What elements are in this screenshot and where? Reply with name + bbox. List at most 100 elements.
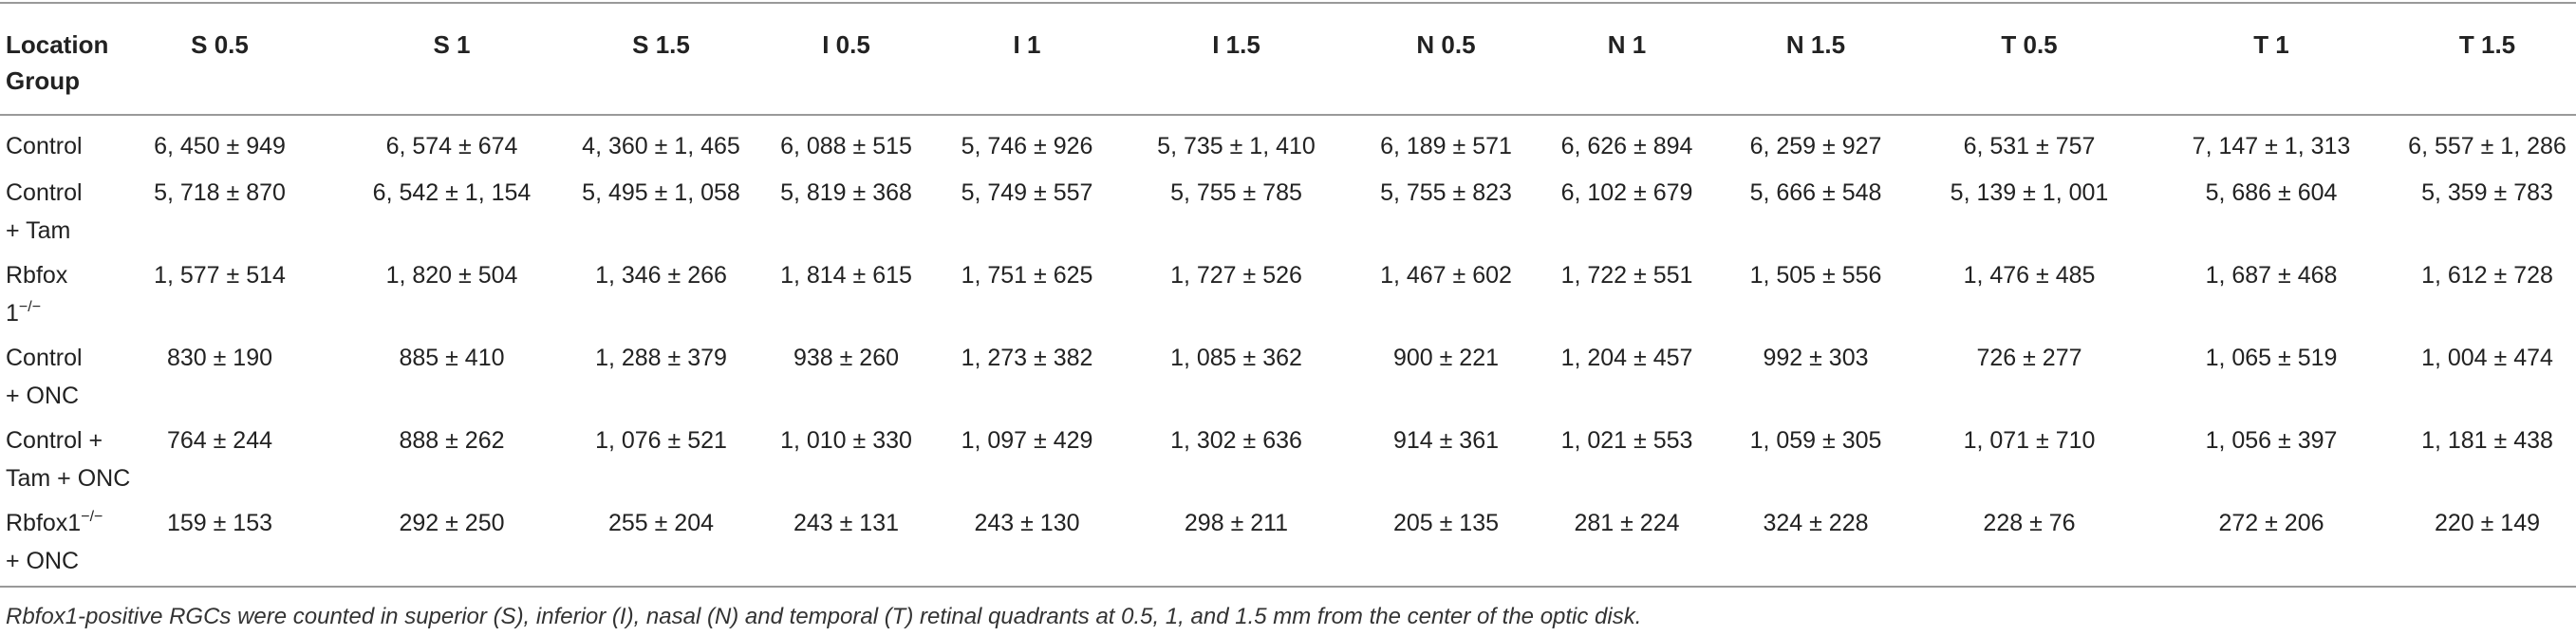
cell-value: 1, 010 ± 330 <box>780 427 912 454</box>
row-label: Control + ONC <box>0 339 103 421</box>
label-line: + ONC <box>6 542 101 580</box>
cell-value: 5, 139 ± 1, 001 <box>1950 179 2109 206</box>
cell-value: 726 ± 277 <box>1976 345 2082 371</box>
cell-value: 992 ± 303 <box>1763 345 1869 371</box>
cell-value: 1, 727 ± 526 <box>1170 262 1302 289</box>
cell-value: 1, 687 ± 468 <box>2205 262 2338 289</box>
label-line: Rbfox <box>6 256 101 294</box>
column-header: T 1 <box>2253 30 2289 59</box>
cell-value: 830 ± 190 <box>166 345 273 371</box>
label-line: 1−/− <box>6 294 101 332</box>
label-line: + ONC <box>6 377 101 415</box>
cell-value: 5, 359 ± 783 <box>2421 179 2553 206</box>
cell-value: 5, 735 ± 1, 410 <box>1157 133 1316 159</box>
label-line: Control <box>6 339 101 377</box>
cell-value: 6, 542 ± 1, 154 <box>372 179 532 206</box>
cell-value: 938 ± 260 <box>793 345 900 371</box>
column-header: T 1.5 <box>2458 30 2516 59</box>
cell-value: 1, 476 ± 485 <box>1963 262 2096 289</box>
table-row: Rbfox1−/− + ONC 159 ± 153 292 ± 250 255 ± 20… <box>0 504 2576 587</box>
column-header: I 0.5 <box>822 30 870 59</box>
cell-value: 6, 102 ± 679 <box>1560 179 1693 206</box>
column-header: I 1.5 <box>1212 30 1260 59</box>
column-header: N 1 <box>1607 30 1647 59</box>
label-text: Control <box>6 179 83 206</box>
cell-value: 1, 820 ± 504 <box>385 262 518 289</box>
footnote: Rbfox1-positive RGCs were counted in sup… <box>6 604 1642 629</box>
cell-value: 6, 557 ± 1, 286 <box>2408 133 2567 159</box>
cell-value: 1, 076 ± 521 <box>595 427 727 454</box>
cell-value: 281 ± 224 <box>1574 510 1680 536</box>
cell-value: 885 ± 410 <box>399 345 505 371</box>
label-text: 1 <box>6 300 19 327</box>
cell-value: 1, 181 ± 438 <box>2421 427 2553 454</box>
cell-value: 255 ± 204 <box>607 510 715 536</box>
label-text: Rbfox <box>6 262 68 289</box>
table-row: Control + Tam + ONC 764 ± 244 888 ± 262 1, 0… <box>0 421 2576 504</box>
cell-value: 1, 577 ± 514 <box>154 262 286 289</box>
column-header: I 1 <box>1013 30 1041 59</box>
cell-value: 6, 450 ± 949 <box>154 133 286 159</box>
label-text: Control <box>6 133 83 159</box>
cell-value: 5, 755 ± 785 <box>1170 179 1302 206</box>
cell-value: 914 ± 361 <box>1392 427 1500 454</box>
cell-value: 243 ± 131 <box>793 510 900 536</box>
cell-value: 4, 360 ± 1, 465 <box>582 133 740 159</box>
cell-value: 1, 751 ± 625 <box>961 262 1093 289</box>
cell-value: 1, 814 ± 615 <box>780 262 912 289</box>
column-header: T 0.5 <box>2001 30 2058 59</box>
table-body: Control 6, 450 ± 949 6, 574 ± 674 4, 360 ± … <box>0 115 2576 587</box>
cell-value: 7, 147 ± 1, 313 <box>2192 133 2351 159</box>
cell-value: 1, 021 ± 553 <box>1560 427 1693 454</box>
cell-value: 1, 346 ± 266 <box>595 262 727 289</box>
table-row: Control 6, 450 ± 949 6, 574 ± 674 4, 360 ± … <box>0 115 2576 174</box>
cell-value: 1, 722 ± 551 <box>1560 262 1693 289</box>
cell-value: 228 ± 76 <box>1983 510 2076 536</box>
row-label: Control + Tam <box>0 174 103 256</box>
table-row: Control + Tam 5, 718 ± 870 6, 542 ± 1, 154 5… <box>0 174 2576 256</box>
column-header: S 1 <box>433 30 471 59</box>
cell-value: 1, 505 ± 556 <box>1749 262 1882 289</box>
cell-value: 1, 097 ± 429 <box>961 427 1093 454</box>
row-label: Rbfox 1−/− <box>0 256 103 339</box>
row-label: Control <box>0 115 103 174</box>
cell-value: 272 ± 206 <box>2218 510 2324 536</box>
label-text: + ONC <box>6 548 80 574</box>
cell-value: 1, 467 ± 602 <box>1380 262 1512 289</box>
table-row: Control + ONC 830 ± 190 885 ± 410 1, 288 ± 3… <box>0 339 2576 421</box>
cell-value: 900 ± 221 <box>1392 345 1500 371</box>
data-table: Location Group S 0.5 S 1 S 1.5 I 0.5 I 1 I 1.5… <box>0 2 2576 588</box>
column-header: N 0.5 <box>1416 30 1476 59</box>
cell-value: 888 ± 262 <box>399 427 505 454</box>
superscript: −/− <box>18 299 42 315</box>
cell-value: 292 ± 250 <box>399 510 505 536</box>
cell-value: 205 ± 135 <box>1392 510 1500 536</box>
row-label: Control + Tam + ONC <box>0 421 130 504</box>
label-line: + Tam <box>6 212 101 250</box>
cell-value: 6, 189 ± 571 <box>1380 133 1512 159</box>
cell-value: 5, 495 ± 1, 058 <box>582 179 740 206</box>
cell-value: 220 ± 149 <box>2434 510 2541 536</box>
cell-value: 5, 749 ± 557 <box>961 179 1093 206</box>
cell-value: 5, 666 ± 548 <box>1749 179 1882 206</box>
cell-value: 1, 273 ± 382 <box>961 345 1093 371</box>
cell-value: 1, 065 ± 519 <box>2205 345 2338 371</box>
cell-value: 1, 059 ± 305 <box>1749 427 1882 454</box>
cell-value: 1, 288 ± 379 <box>595 345 727 371</box>
cell-value: 5, 819 ± 368 <box>780 179 912 206</box>
column-header: S 1.5 <box>632 30 690 59</box>
cell-value: 5, 755 ± 823 <box>1380 179 1512 206</box>
cell-value: 298 ± 211 <box>1184 510 1289 536</box>
label-text: + ONC <box>6 383 80 409</box>
label-line: Tam + ONC <box>6 459 130 497</box>
cell-value: 6, 574 ± 674 <box>385 133 518 159</box>
column-header: Location Group <box>6 30 109 95</box>
cell-value: 5, 746 ± 926 <box>961 133 1093 159</box>
cell-value: 1, 204 ± 457 <box>1560 345 1693 371</box>
cell-value: 1, 085 ± 362 <box>1170 345 1302 371</box>
cell-value: 6, 259 ± 927 <box>1749 133 1882 159</box>
cell-value: 6, 088 ± 515 <box>780 133 912 159</box>
label-text: Control + <box>6 427 103 454</box>
label-text: Rbfox1 <box>6 510 82 536</box>
